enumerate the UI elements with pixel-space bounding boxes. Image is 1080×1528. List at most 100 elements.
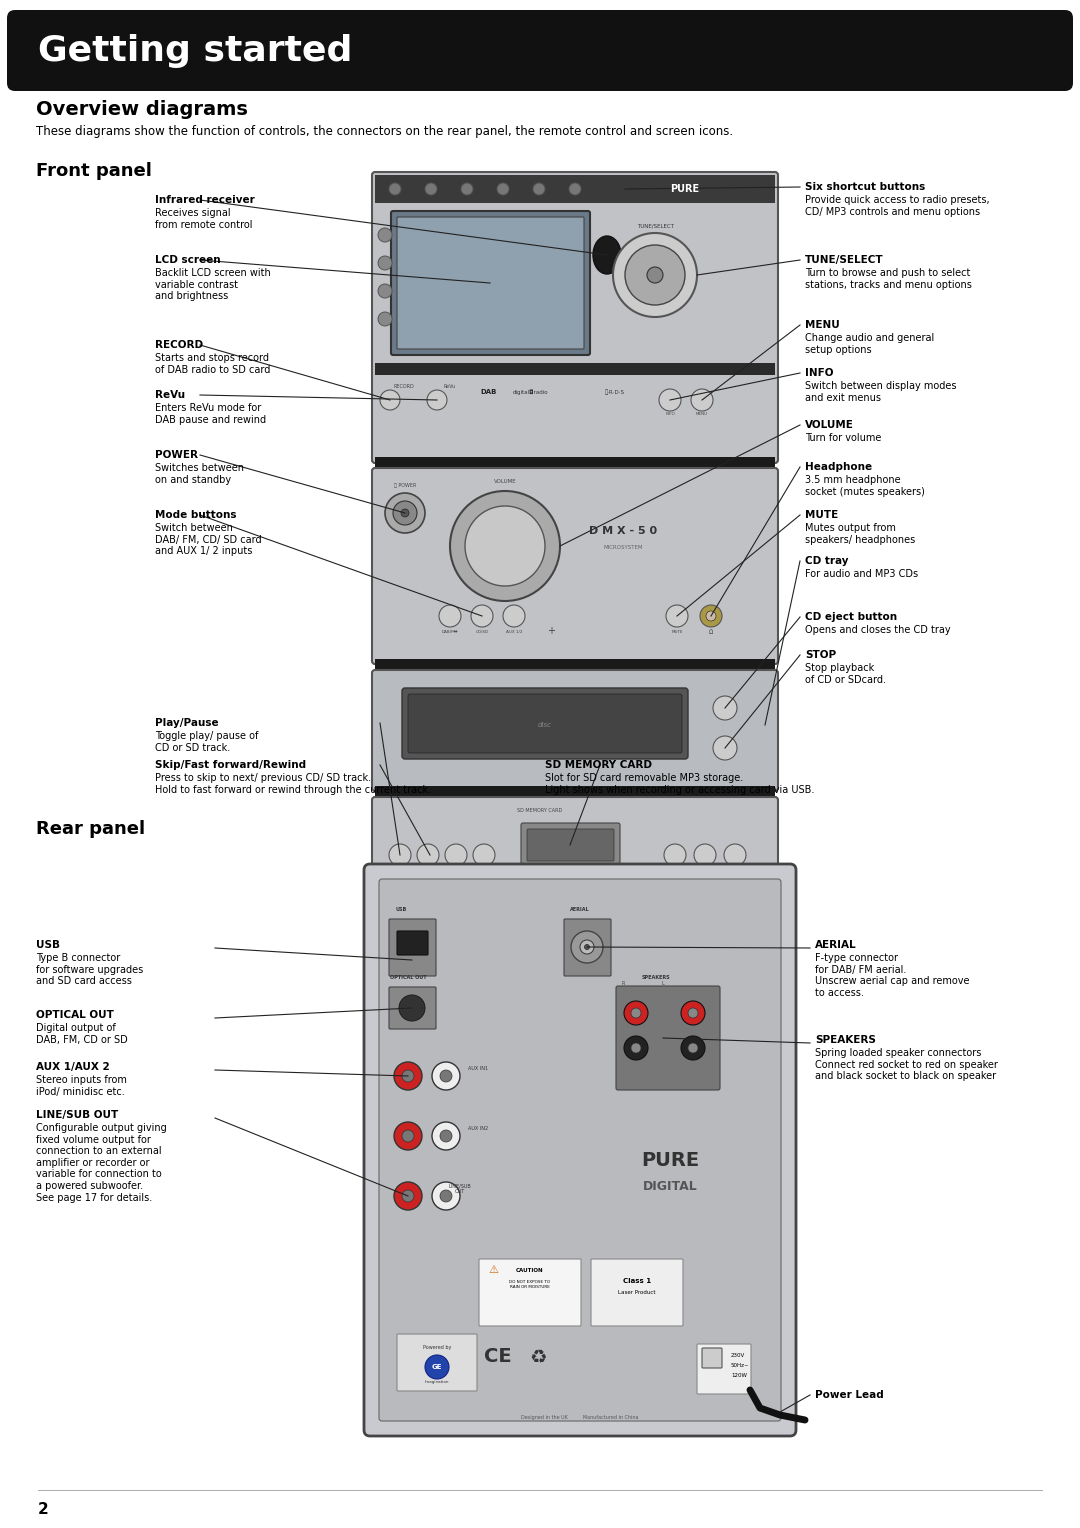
Text: Ⓡ·R·D·S: Ⓡ·R·D·S — [605, 390, 625, 394]
Circle shape — [378, 228, 392, 241]
Text: DIGITAL: DIGITAL — [643, 1180, 698, 1192]
Text: Mode buttons: Mode buttons — [156, 510, 237, 520]
Text: CE: CE — [484, 1348, 512, 1366]
Circle shape — [417, 843, 438, 866]
Circle shape — [624, 1036, 648, 1060]
FancyBboxPatch shape — [402, 688, 688, 759]
Text: Digital output of
DAB, FM, CD or SD: Digital output of DAB, FM, CD or SD — [36, 1024, 127, 1045]
FancyBboxPatch shape — [408, 694, 681, 753]
Text: L: L — [662, 981, 664, 986]
Text: Turn for volume: Turn for volume — [805, 432, 881, 443]
FancyBboxPatch shape — [521, 824, 620, 866]
Text: Switch between display modes
and exit menus: Switch between display modes and exit me… — [805, 380, 957, 402]
Text: These diagrams show the function of controls, the connectors on the rear panel, : These diagrams show the function of cont… — [36, 125, 733, 138]
Text: Opens and closes the CD tray: Opens and closes the CD tray — [805, 625, 950, 636]
Circle shape — [384, 494, 426, 533]
Text: SPEAKERS: SPEAKERS — [642, 975, 671, 979]
Text: 120W: 120W — [731, 1374, 747, 1378]
Text: MUTE: MUTE — [671, 630, 683, 634]
Circle shape — [378, 312, 392, 325]
Text: Imagination: Imagination — [424, 1380, 449, 1384]
Circle shape — [625, 244, 685, 306]
Text: Overview diagrams: Overview diagrams — [36, 99, 248, 119]
Text: D M X - 5 0: D M X - 5 0 — [589, 526, 657, 536]
Circle shape — [389, 183, 401, 196]
Text: 2: 2 — [38, 1502, 49, 1517]
Text: For audio and MP3 CDs: For audio and MP3 CDs — [805, 568, 918, 579]
Text: Starts and stops record
of DAB radio to SD card: Starts and stops record of DAB radio to … — [156, 353, 270, 374]
Circle shape — [631, 1008, 642, 1018]
Text: DAB/FM: DAB/FM — [442, 630, 458, 634]
Text: 50Hz~: 50Hz~ — [731, 1363, 750, 1368]
Text: INFO: INFO — [665, 413, 675, 416]
Text: OPTICAL OUT: OPTICAL OUT — [36, 1010, 113, 1021]
Circle shape — [647, 267, 663, 283]
Text: AUX 1/AUX 2: AUX 1/AUX 2 — [36, 1062, 110, 1073]
Circle shape — [461, 183, 473, 196]
Text: Play/Pause: Play/Pause — [156, 718, 218, 727]
Text: MENU: MENU — [696, 413, 708, 416]
Circle shape — [713, 695, 737, 720]
Text: Provide quick access to radio presets,
CD/ MP3 controls and menu options: Provide quick access to radio presets, C… — [805, 196, 989, 217]
Circle shape — [378, 257, 392, 270]
Circle shape — [427, 390, 447, 410]
Text: Getting started: Getting started — [38, 34, 352, 69]
Text: Turn to browse and push to select
stations, tracks and menu options: Turn to browse and push to select statio… — [805, 267, 972, 290]
Text: AERIAL: AERIAL — [815, 940, 856, 950]
FancyBboxPatch shape — [397, 931, 428, 955]
Circle shape — [445, 843, 467, 866]
Text: STOP: STOP — [805, 649, 836, 660]
Text: Ω: Ω — [708, 630, 713, 636]
Text: Six shortcut buttons: Six shortcut buttons — [805, 182, 926, 193]
FancyBboxPatch shape — [564, 918, 611, 976]
Circle shape — [724, 843, 746, 866]
Text: Infrared receiver: Infrared receiver — [156, 196, 255, 205]
Circle shape — [402, 1131, 414, 1141]
Text: R: R — [621, 981, 624, 986]
Circle shape — [402, 1190, 414, 1203]
Text: Laser Product: Laser Product — [618, 1290, 656, 1296]
Text: F-type connector
for DAB/ FM aerial.
Unscrew aerial cap and remove
to access.: F-type connector for DAB/ FM aerial. Uns… — [815, 953, 970, 998]
Text: PURE: PURE — [640, 1151, 699, 1169]
Circle shape — [691, 390, 713, 411]
Text: Stop playback
of CD or SDcard.: Stop playback of CD or SDcard. — [805, 663, 886, 685]
Circle shape — [534, 183, 545, 196]
Circle shape — [503, 605, 525, 626]
Circle shape — [440, 1190, 453, 1203]
Circle shape — [688, 1008, 698, 1018]
Text: Mutes output from
speakers/ headphones: Mutes output from speakers/ headphones — [805, 523, 915, 544]
Text: USB: USB — [36, 940, 60, 950]
Circle shape — [666, 605, 688, 626]
Bar — [375, 457, 775, 471]
Text: –: – — [453, 626, 458, 636]
Text: Skip/Fast forward/Rewind: Skip/Fast forward/Rewind — [156, 759, 306, 770]
Text: LCD screen: LCD screen — [156, 255, 220, 264]
Circle shape — [631, 1044, 642, 1053]
Text: ReVu: ReVu — [156, 390, 185, 400]
Circle shape — [426, 1355, 449, 1378]
Text: MICROSYSTEM: MICROSYSTEM — [604, 544, 643, 550]
Bar — [375, 785, 775, 801]
Text: VOLUME: VOLUME — [494, 478, 516, 484]
Circle shape — [706, 611, 716, 620]
Circle shape — [440, 1131, 453, 1141]
Text: +: + — [546, 626, 555, 636]
Circle shape — [432, 1183, 460, 1210]
FancyBboxPatch shape — [527, 830, 615, 860]
Circle shape — [465, 506, 545, 587]
Text: Enters ReVu mode for
DAB pause and rewind: Enters ReVu mode for DAB pause and rewin… — [156, 403, 266, 425]
Text: Stereo inputs from
iPod/ minidisc etc.: Stereo inputs from iPod/ minidisc etc. — [36, 1076, 126, 1097]
Text: Front panel: Front panel — [36, 162, 152, 180]
Bar — [375, 176, 775, 203]
Text: DO NOT EXPOSE TO
RAIN OR MOISTURE: DO NOT EXPOSE TO RAIN OR MOISTURE — [510, 1280, 551, 1288]
Text: Configurable output giving
fixed volume output for
connection to an external
amp: Configurable output giving fixed volume … — [36, 1123, 166, 1203]
Circle shape — [569, 183, 581, 196]
Text: CD tray: CD tray — [805, 556, 849, 565]
Text: Switch between
DAB/ FM, CD/ SD card
and AUX 1/ 2 inputs: Switch between DAB/ FM, CD/ SD card and … — [156, 523, 261, 556]
Circle shape — [426, 183, 437, 196]
Text: 230V: 230V — [731, 1352, 745, 1358]
Text: TUNE/SELECT: TUNE/SELECT — [805, 255, 883, 264]
Circle shape — [659, 390, 681, 411]
Circle shape — [694, 843, 716, 866]
Text: Headphone: Headphone — [805, 461, 873, 472]
